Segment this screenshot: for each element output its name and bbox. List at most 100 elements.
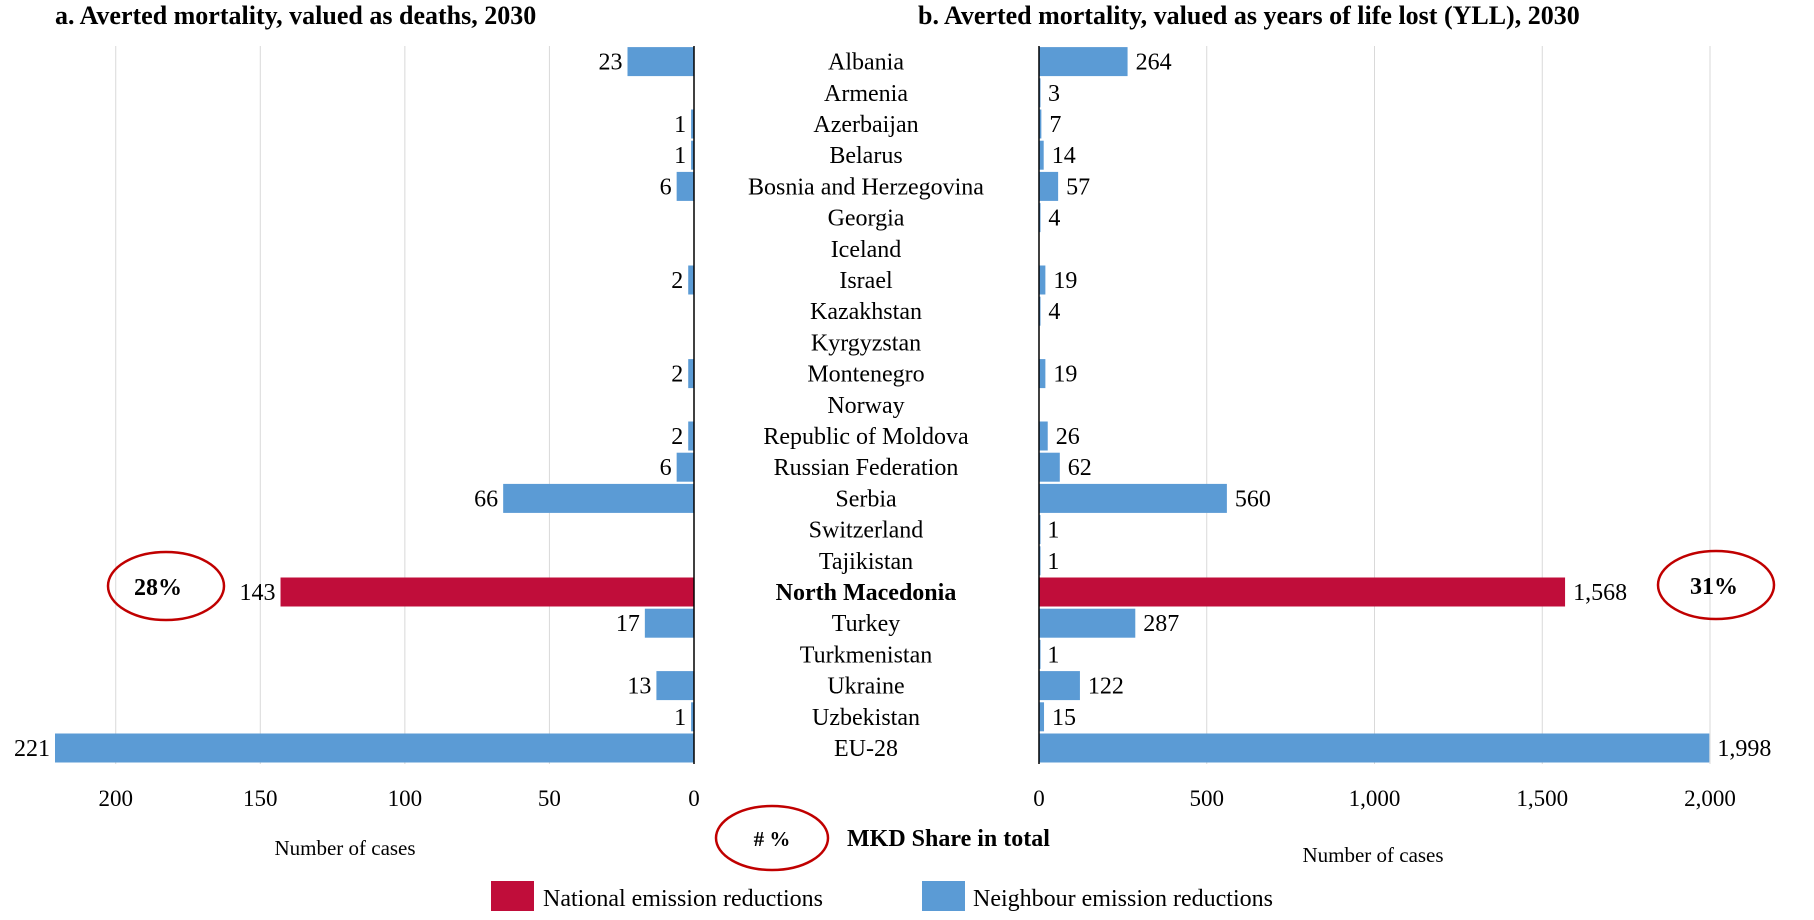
left-chart-gridlines (115, 46, 550, 764)
left-value-label: 6 (660, 174, 672, 200)
right-bar (1039, 359, 1046, 389)
right-value-label: 4 (1048, 206, 1060, 232)
left-bar (676, 452, 694, 482)
country-label: Turkmenistan (800, 642, 932, 668)
left-bar (688, 359, 694, 389)
legend-swatch-neighbour (922, 881, 965, 911)
right-bar (1039, 608, 1136, 638)
right-value-label: 1,998 (1717, 736, 1771, 762)
right-value-label: 1,568 (1573, 580, 1627, 606)
right-value-label: 26 (1056, 424, 1080, 450)
share-key-circle (714, 804, 830, 872)
left-value-label: 2 (671, 268, 683, 294)
left-bar (280, 577, 694, 607)
right-tick-label: 0 (1033, 786, 1045, 811)
right-share-annotation: 31% (1690, 574, 1738, 600)
right-value-label: 1 (1047, 642, 1059, 668)
left-value-label: 1 (674, 143, 686, 169)
right-value-label: 15 (1052, 705, 1076, 731)
right-value-label: 4 (1048, 299, 1060, 325)
left-share-circle (106, 550, 226, 622)
country-labels: Albania Armenia Azerbaijan Belarus Bosnia an… (748, 50, 984, 762)
left-value-label: 66 (474, 486, 498, 512)
legend-label-neighbour: Neighbour emission reductions (973, 886, 1273, 912)
country-label: Kyrgyzstan (811, 330, 921, 356)
country-label: Georgia (828, 206, 905, 232)
left-tick-label: 150 (243, 786, 278, 811)
right-tick-label: 1,500 (1516, 786, 1568, 811)
right-value-label: 19 (1053, 268, 1077, 294)
country-label: Russian Federation (774, 455, 959, 481)
right-tick-label: 500 (1190, 786, 1225, 811)
right-value-label: 560 (1235, 486, 1271, 512)
country-label: Albania (828, 50, 904, 76)
right-value-label: 287 (1143, 611, 1179, 637)
right-value-label: 1 (1047, 549, 1059, 575)
left-bar (691, 702, 694, 732)
right-bar (1039, 47, 1128, 77)
right-value-label: 19 (1053, 362, 1077, 388)
left-bar (55, 733, 694, 763)
right-value-label: 1 (1047, 518, 1059, 544)
left-tick-label: 0 (688, 786, 700, 811)
right-chart-value-labels: 2643714574194192662560111,5682871122151,… (1047, 50, 1771, 762)
country-label: Bosnia and Herzegovina (748, 174, 984, 200)
country-label: Israel (839, 268, 893, 294)
right-value-label: 62 (1068, 455, 1092, 481)
country-label: Kazakhstan (810, 299, 922, 325)
right-bar (1039, 483, 1227, 513)
country-label: North Macedonia (776, 580, 957, 606)
left-bar (644, 608, 694, 638)
right-bar (1039, 140, 1044, 170)
right-bar (1039, 171, 1059, 201)
left-bar (688, 421, 694, 451)
country-label: Norway (827, 393, 904, 419)
country-label: Iceland (831, 237, 902, 263)
right-value-label: 264 (1136, 50, 1172, 76)
right-chart-title: b. Averted mortality, valued as years of… (918, 1, 1580, 30)
country-label: Montenegro (807, 362, 924, 388)
right-value-label: 122 (1088, 674, 1124, 700)
left-chart-bars (55, 47, 694, 763)
left-value-label: 221 (14, 736, 50, 762)
right-chart-x-axis-label: Number of cases (1302, 843, 1443, 867)
right-bar (1039, 421, 1048, 451)
right-bar (1039, 671, 1080, 701)
left-bar (691, 140, 694, 170)
left-value-label: 143 (240, 580, 276, 606)
country-label: Armenia (824, 81, 908, 107)
country-label: Tajikistan (819, 549, 913, 575)
left-bar (503, 483, 694, 513)
country-label: Ukraine (827, 674, 904, 700)
left-value-label: 23 (598, 50, 622, 76)
left-bar (676, 171, 694, 201)
right-value-label: 57 (1066, 174, 1090, 200)
left-value-label: 2 (671, 362, 683, 388)
left-chart-tick-labels: 200 150 100 50 0 (98, 786, 699, 811)
left-chart-title: a. Averted mortality, valued as deaths, … (55, 1, 536, 30)
right-bar (1039, 733, 1710, 763)
left-tick-label: 100 (388, 786, 423, 811)
left-bar (691, 109, 694, 139)
country-label: Switzerland (809, 518, 924, 544)
share-key-label: MKD Share in total (847, 826, 1050, 852)
right-tick-label: 1,000 (1349, 786, 1401, 811)
country-label: Azerbaijan (813, 112, 918, 138)
legend-label-national: National emission reductions (543, 886, 823, 912)
left-tick-label: 50 (538, 786, 561, 811)
country-label: Belarus (829, 143, 902, 169)
left-tick-label: 200 (98, 786, 133, 811)
country-label: Republic of Moldova (763, 424, 969, 450)
share-key-symbol: # % (754, 827, 791, 851)
right-tick-label: 2,000 (1684, 786, 1736, 811)
left-share-annotation: 28% (134, 575, 182, 601)
right-chart-gridlines (1206, 46, 1711, 764)
country-label: Turkey (832, 611, 900, 637)
left-chart-x-axis-label: Number of cases (274, 836, 415, 860)
left-value-label: 1 (674, 705, 686, 731)
country-label: Uzbekistan (812, 705, 920, 731)
right-bar (1039, 109, 1042, 139)
left-bar (688, 265, 694, 295)
left-value-label: 6 (660, 455, 672, 481)
